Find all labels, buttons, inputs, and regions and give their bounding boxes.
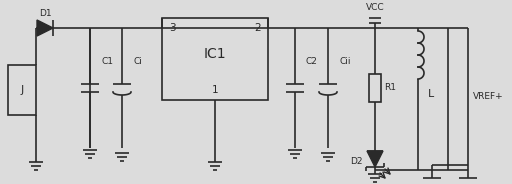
Text: D2: D2 [351,158,363,167]
Text: VREF+: VREF+ [473,92,504,101]
Text: J: J [20,85,24,95]
Text: IC1: IC1 [204,47,226,61]
Text: 3: 3 [168,23,175,33]
Text: R1: R1 [384,84,396,93]
Polygon shape [37,20,53,36]
Text: Ci: Ci [133,57,142,66]
Text: VCC: VCC [366,3,385,12]
Text: 2: 2 [254,23,261,33]
Bar [369,74,381,102]
Text: Cii: Cii [339,57,351,66]
Polygon shape [367,151,383,167]
Text: L: L [428,89,434,99]
Bar [162,18,268,100]
Text: D1: D1 [39,9,51,18]
Text: C1: C1 [101,57,113,66]
Bar [8,65,36,115]
Text: C2: C2 [306,57,318,66]
Text: 1: 1 [211,85,218,95]
